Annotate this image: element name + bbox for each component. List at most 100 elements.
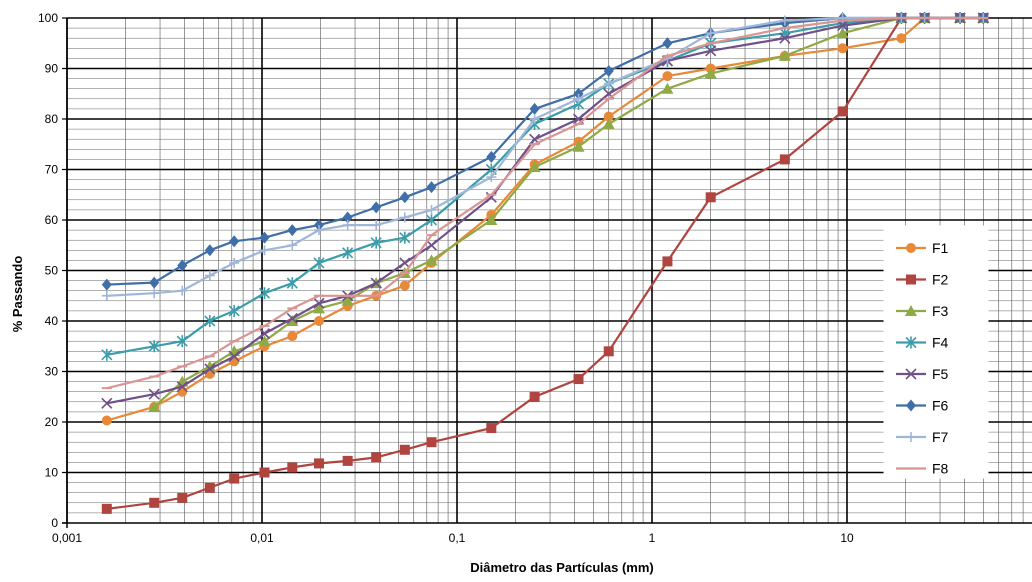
marker-shape xyxy=(662,37,673,50)
y-tick-label: 10 xyxy=(45,466,59,480)
data-point-f5 xyxy=(258,328,271,340)
data-point-f1 xyxy=(837,43,848,54)
legend: F1 F2 F3 F4 F5 F6 F7 F8 xyxy=(883,225,989,479)
marker-shape xyxy=(602,118,615,130)
legend-marker xyxy=(906,274,916,285)
data-point-f4 xyxy=(342,246,354,259)
marker-shape xyxy=(573,374,584,385)
data-point-f5 xyxy=(148,388,160,400)
marker-shape xyxy=(779,154,790,165)
series-line-f7 xyxy=(106,16,984,297)
data-point-f1 xyxy=(313,316,324,326)
legend-marker xyxy=(905,368,917,380)
data-point-f5 xyxy=(370,277,382,289)
data-point-f4 xyxy=(370,236,382,249)
data-point-f5 xyxy=(705,45,717,57)
data-point-f5 xyxy=(286,312,298,325)
marker-shape xyxy=(836,27,849,39)
data-point-f6 xyxy=(399,191,410,204)
data-point-f5 xyxy=(399,257,411,269)
data-point-f6 xyxy=(426,181,437,194)
legend-label: F5 xyxy=(932,366,949,382)
y-tick-label: 60 xyxy=(45,213,59,227)
y-axis-title: % Passando xyxy=(10,256,25,333)
data-point-f5 xyxy=(101,397,113,409)
marker-shape xyxy=(371,201,382,214)
data-point-f6 xyxy=(287,224,298,237)
data-point-f3 xyxy=(148,400,161,412)
data-point-f1 xyxy=(101,415,112,426)
data-point-f4 xyxy=(148,340,160,353)
series-layer xyxy=(101,12,990,514)
data-point-f5 xyxy=(779,32,791,44)
marker-shape xyxy=(779,32,791,44)
marker-shape xyxy=(204,363,216,375)
data-point-f2 xyxy=(287,462,298,473)
data-point-f7 xyxy=(426,204,437,215)
series-f6 xyxy=(101,12,989,291)
marker-shape xyxy=(287,462,298,473)
data-point-f6 xyxy=(529,102,540,115)
marker-shape xyxy=(399,280,410,291)
y-tick-label: 50 xyxy=(45,264,59,278)
data-point-f5 xyxy=(425,239,438,251)
y-tick-label: 70 xyxy=(45,163,59,177)
legend-entry-f5: F5 xyxy=(896,366,949,382)
data-point-f2 xyxy=(101,503,112,514)
marker-shape xyxy=(399,444,410,455)
marker-shape xyxy=(896,33,907,44)
marker-shape xyxy=(371,452,382,463)
y-tick-label: 0 xyxy=(51,516,58,530)
legend-label: F4 xyxy=(932,335,949,351)
x-tick-label: 0,1 xyxy=(449,531,466,545)
marker-shape xyxy=(148,388,160,400)
legend-entry-f8: F8 xyxy=(896,461,949,477)
data-point-f7 xyxy=(371,220,382,231)
marker-shape xyxy=(258,328,271,340)
marker-shape xyxy=(572,140,585,152)
marker-shape xyxy=(529,102,540,115)
marker-shape xyxy=(258,335,271,347)
data-point-f2 xyxy=(779,154,790,165)
data-point-f2 xyxy=(573,374,584,385)
x-tick-label: 0,001 xyxy=(52,531,82,545)
data-point-f2 xyxy=(399,444,410,455)
series-line-f6 xyxy=(106,16,984,286)
data-point-f7 xyxy=(399,212,410,223)
data-point-f4 xyxy=(425,214,438,226)
legend-entry-f3: F3 xyxy=(896,303,949,319)
marker-shape xyxy=(399,191,410,204)
marker-shape xyxy=(286,312,298,325)
marker-shape xyxy=(528,160,541,172)
x-tick-label: 0,01 xyxy=(250,531,274,545)
data-point-f6 xyxy=(149,276,160,289)
marker-shape xyxy=(426,437,437,448)
y-tick-label: 40 xyxy=(45,314,59,328)
data-point-f3 xyxy=(203,360,216,372)
marker-shape xyxy=(259,467,270,478)
legend-entry-f7: F7 xyxy=(896,429,949,445)
marker-shape xyxy=(229,235,240,248)
data-point-f6 xyxy=(371,201,382,214)
marker-shape xyxy=(426,181,437,194)
series-line-f3 xyxy=(153,16,984,408)
marker-shape xyxy=(905,305,917,316)
marker-shape xyxy=(837,106,848,117)
axes xyxy=(62,17,1032,528)
data-point-f4 xyxy=(313,256,325,269)
marker-shape xyxy=(101,503,112,514)
legend-marker xyxy=(905,305,917,316)
data-point-f6 xyxy=(662,37,673,50)
data-point-f2 xyxy=(342,455,353,466)
data-point-f7 xyxy=(573,93,584,104)
legend-label: F7 xyxy=(932,429,949,445)
data-point-f2 xyxy=(371,452,382,463)
legend-label: F6 xyxy=(932,398,949,414)
marker-shape xyxy=(572,113,585,125)
data-point-f4 xyxy=(101,348,113,361)
data-point-f7 xyxy=(603,78,614,89)
marker-shape xyxy=(603,346,614,357)
data-point-f4 xyxy=(228,304,240,317)
y-tick-label: 30 xyxy=(45,365,59,379)
data-point-f3 xyxy=(661,82,674,94)
